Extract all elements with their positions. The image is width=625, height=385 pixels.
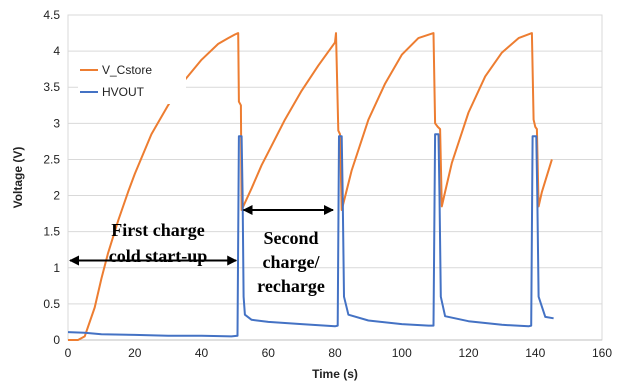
x-tick-label: 100 — [392, 346, 412, 360]
x-tick-label: 20 — [128, 346, 142, 360]
legend-entry: HVOUT — [102, 85, 145, 99]
y-tick-label: 2 — [53, 189, 60, 203]
annotations: First charge cold start-up Second charge/re… — [69, 205, 334, 296]
y-axis-title: Voltage (V) — [11, 147, 25, 209]
x-axis-title: Time (s) — [312, 367, 358, 381]
legend: V_Cstore HVOUT — [78, 56, 186, 104]
y-tick-label: 3 — [53, 116, 60, 130]
y-tick-label: 0 — [53, 333, 60, 347]
y-tick-label: 4.5 — [43, 8, 60, 22]
y-tick-label: 4 — [53, 44, 60, 58]
x-tick-label: 80 — [328, 346, 342, 360]
second-charge-label: recharge — [257, 276, 325, 296]
x-tick-label: 140 — [525, 346, 545, 360]
y-tick-label: 0.5 — [43, 297, 60, 311]
first-charge-label: cold start-up — [109, 246, 208, 266]
series-line-hvout — [67, 133, 554, 338]
second-charge-label: Second — [263, 228, 318, 248]
x-tick-label: 0 — [65, 346, 72, 360]
y-tick-label: 1 — [53, 261, 60, 275]
series-line-v-cstore — [68, 32, 553, 341]
legend-box — [78, 56, 186, 104]
x-tick-label: 40 — [195, 346, 209, 360]
y-tick-label: 2.5 — [43, 152, 60, 166]
series-lines — [67, 32, 554, 341]
second-charge-label: charge/ — [263, 252, 321, 272]
y-tick-label: 1.5 — [43, 225, 60, 239]
x-tick-label: 120 — [458, 346, 478, 360]
y-tick-label: 3.5 — [43, 80, 60, 94]
axes: 0 0.5 1 1.5 2 2.5 3 3.5 4 4.5 0 20 40 60 80 100 120 140 16… — [43, 8, 612, 360]
x-tick-label: 160 — [592, 346, 612, 360]
legend-entry: V_Cstore — [102, 63, 152, 77]
x-tick-label: 60 — [262, 346, 276, 360]
first-charge-label: First charge — [111, 220, 204, 240]
